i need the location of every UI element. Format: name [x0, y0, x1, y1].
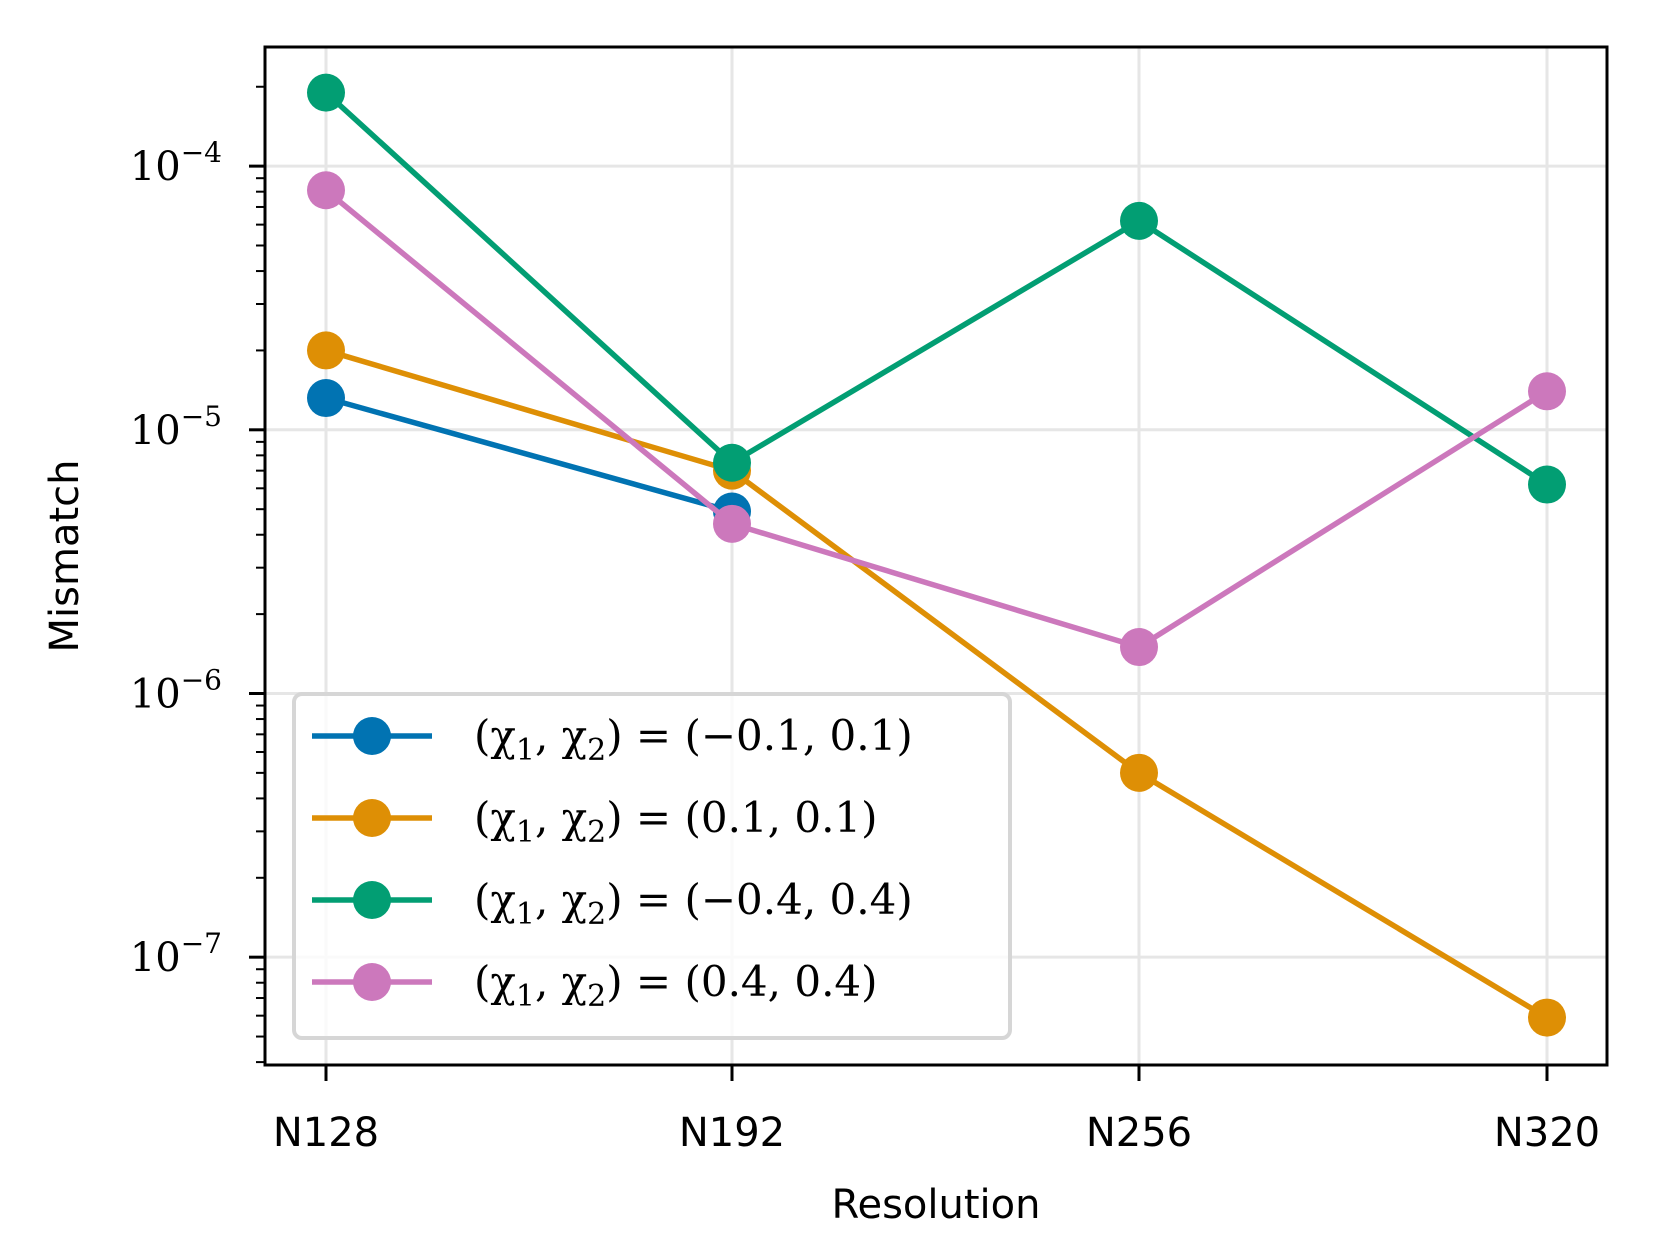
legend-label: (χ1, χ2) = (−0.1, 0.1) — [474, 711, 913, 768]
series-2 — [307, 73, 1566, 504]
x-tick-label: N128 — [273, 1110, 379, 1156]
legend-label: (χ1, χ2) = (−0.4, 0.4) — [474, 875, 913, 932]
x-tick-label: N320 — [1494, 1110, 1600, 1156]
y-axis-label: Mismatch — [42, 460, 88, 653]
legend-marker — [353, 963, 391, 1001]
legend-entry-2: (χ1, χ2) = (−0.4, 0.4) — [312, 875, 913, 932]
data-point — [713, 443, 751, 482]
data-point — [713, 504, 751, 543]
x-tick-label: N192 — [679, 1110, 785, 1156]
data-point — [307, 331, 345, 370]
series-layer — [307, 73, 1566, 1037]
y-tick-label: 10−5 — [130, 400, 222, 454]
data-point — [1120, 753, 1158, 792]
x-tick-label: N256 — [1086, 1110, 1192, 1156]
series-3 — [307, 171, 1566, 667]
legend-entry-3: (χ1, χ2) = (0.4, 0.4) — [312, 957, 878, 1014]
y-tick-label: 10−7 — [130, 927, 222, 981]
series-line — [325, 347, 1549, 1020]
data-point — [1528, 372, 1566, 411]
x-axis-label: Resolution — [831, 1182, 1040, 1228]
data-point — [307, 171, 345, 210]
series-1 — [307, 331, 1566, 1037]
y-tick-label: 10−6 — [130, 663, 222, 717]
data-point — [307, 73, 345, 112]
axes: N128 N192 N256 N320 10−4 10−5 10−6 10−7 — [130, 45, 1609, 1156]
legend-entry-1: (χ1, χ2) = (0.1, 0.1) — [312, 793, 878, 850]
legend: (χ1, χ2) = (−0.1, 0.1) (χ1, χ2) = (0.1, 0… — [292, 692, 1012, 1040]
axes-frame — [263, 45, 1609, 1067]
data-point — [1528, 998, 1566, 1037]
legend-label: (χ1, χ2) = (0.1, 0.1) — [474, 793, 878, 850]
data-point — [1120, 201, 1158, 240]
data-point — [1528, 465, 1566, 504]
legend-marker — [353, 717, 391, 755]
legend-marker — [353, 881, 391, 919]
series-line — [325, 395, 733, 515]
legend-box — [292, 692, 1012, 1040]
legend-label: (χ1, χ2) = (0.4, 0.4) — [474, 957, 878, 1014]
legend-marker — [353, 799, 391, 837]
data-point — [307, 379, 345, 418]
legend-entry-0: (χ1, χ2) = (−0.1, 0.1) — [312, 711, 913, 768]
series-line — [324, 90, 1549, 487]
y-tick-label: 10−4 — [130, 136, 222, 190]
series-line — [324, 188, 1549, 651]
data-point — [1120, 628, 1158, 667]
